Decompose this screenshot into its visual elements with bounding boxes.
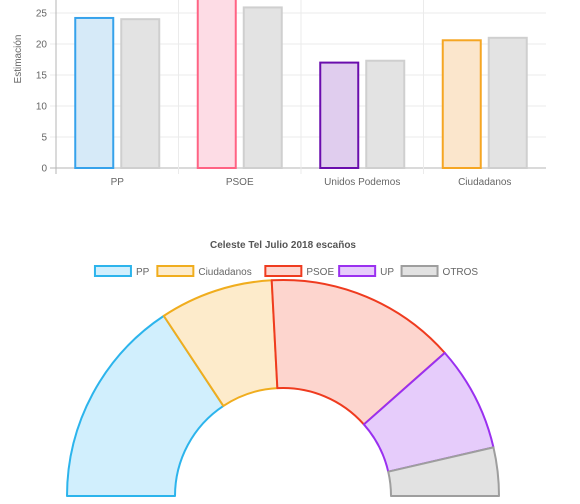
pie-slices xyxy=(66,279,500,497)
legend-label-psoe: PSOE xyxy=(306,267,334,278)
bar-series2-pp xyxy=(120,18,161,170)
y-tick-label: 15 xyxy=(36,71,48,82)
y-tick-label: 0 xyxy=(41,164,47,175)
y-tick-label: 5 xyxy=(41,133,47,144)
x-tick-label: PP xyxy=(111,177,125,188)
legend-swatch-pp xyxy=(93,265,132,277)
bar-series1-unidos-podemos xyxy=(319,61,360,169)
x-tick-label: PSOE xyxy=(226,177,254,188)
legend-label-otros: OTROS xyxy=(443,267,479,278)
bar-series1-psoe xyxy=(196,0,237,169)
bar-series1-ciudadanos xyxy=(441,39,482,169)
legend-swatch-otros xyxy=(400,265,439,277)
legend-label-pp: PP xyxy=(136,267,150,278)
legend-label-ciudadanos: Ciudadanos xyxy=(198,267,251,278)
y-tick-label: 25 xyxy=(36,9,48,20)
y-tick-label: 20 xyxy=(36,40,48,51)
legend-swatch-ciudadanos xyxy=(156,265,195,277)
bar-series2-unidos-podemos xyxy=(365,59,406,170)
legend-swatch-up xyxy=(338,265,377,277)
bar-series2-ciudadanos xyxy=(487,36,528,169)
bar-series2-psoe xyxy=(242,6,283,170)
bar-series1-pp xyxy=(74,16,115,169)
chart-title: Celeste Tel Julio 2018 escaños xyxy=(210,240,356,251)
slice-pp xyxy=(66,314,225,497)
legend-label-up: UP xyxy=(380,267,394,278)
legend-swatch-psoe xyxy=(264,265,303,277)
x-tick-label: Ciudadanos xyxy=(458,177,511,188)
slice-otros xyxy=(387,446,500,497)
x-tick-label: Unidos Podemos xyxy=(324,177,400,188)
y-tick-label: 10 xyxy=(36,102,48,113)
bar-chart: 0 5 10 15 20 25 PP PSOE Unidos Podemos Ciudadanos… xyxy=(13,0,546,188)
legend: PP Ciudadanos PSOE UP OTROS xyxy=(93,265,479,278)
y-axis-label: Estimación xyxy=(13,35,24,84)
bar-marks xyxy=(74,0,528,170)
